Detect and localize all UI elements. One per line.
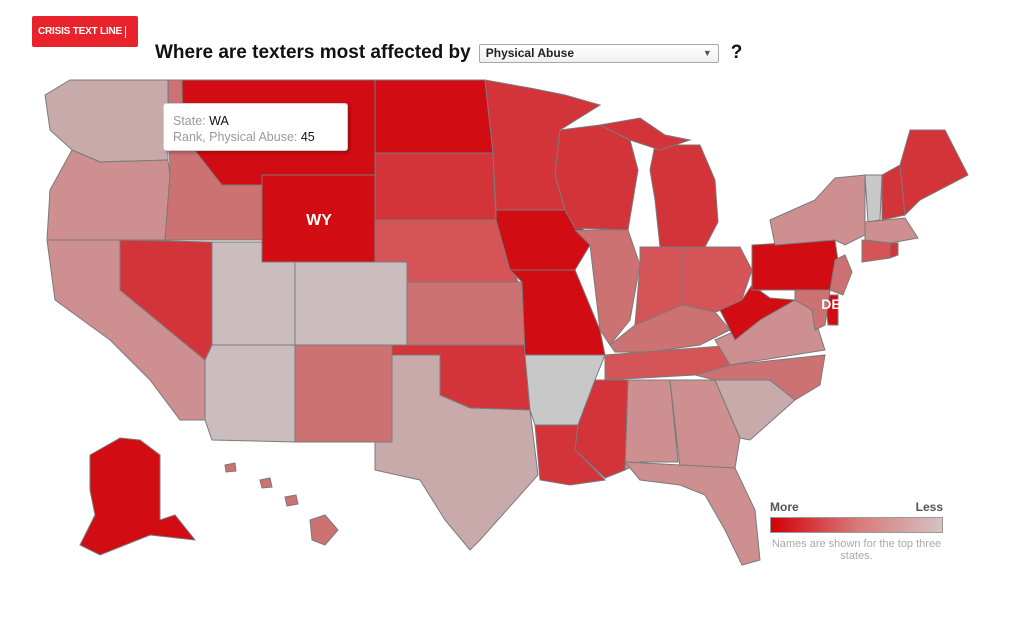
- state-sd[interactable]: [374, 152, 497, 221]
- state-or[interactable]: [46, 149, 171, 241]
- state-md[interactable]: [794, 289, 831, 331]
- tooltip-rank-value: 45: [300, 130, 315, 144]
- state-nm[interactable]: [294, 344, 393, 443]
- state-me[interactable]: [899, 129, 969, 217]
- state-vt[interactable]: [864, 174, 883, 223]
- state-hi-d[interactable]: [284, 494, 299, 507]
- issue-dropdown[interactable]: Physical Abuse ▼: [478, 43, 719, 63]
- state-wv[interactable]: [719, 284, 797, 341]
- state-hi-c[interactable]: [224, 462, 237, 473]
- tooltip-rank-row: Rank, Physical Abuse: 45: [173, 129, 338, 145]
- state-ks[interactable]: [406, 281, 526, 346]
- state-nc[interactable]: [693, 354, 826, 401]
- state-hi-b[interactable]: [259, 477, 273, 489]
- map-legend: More Less Names are shown for the top th…: [770, 500, 943, 562]
- question-mark: ?: [730, 42, 743, 63]
- logo-text: CRISIS TEXT LINE: [38, 26, 123, 37]
- tooltip-rank-label: Rank, Physical Abuse:: [173, 130, 298, 144]
- legend-gradient-bar: [770, 517, 943, 533]
- state-nj[interactable]: [829, 254, 853, 296]
- header-question: Where are texters most affected by Physi…: [155, 42, 742, 64]
- state-co[interactable]: [294, 261, 408, 346]
- crisis-text-line-logo[interactable]: CRISIS TEXT LINE: [32, 16, 138, 47]
- dropdown-selected-value: Physical Abuse: [485, 46, 574, 60]
- state-pa[interactable]: [751, 239, 841, 291]
- tooltip-state-row: State: WA: [173, 113, 338, 129]
- question-text: Where are texters most affected by: [155, 42, 471, 63]
- chevron-down-icon: ▼: [702, 48, 712, 58]
- state-ga[interactable]: [669, 379, 741, 469]
- legend-more-label: More: [770, 500, 799, 514]
- state-mo[interactable]: [508, 269, 606, 356]
- state-al[interactable]: [624, 379, 679, 471]
- state-mi-up[interactable]: [598, 117, 692, 151]
- legend-note: Names are shown for the top three states…: [771, 538, 942, 562]
- state-ak[interactable]: [79, 437, 197, 556]
- state-nd[interactable]: [374, 79, 494, 154]
- state-mi[interactable]: [649, 144, 719, 248]
- state-wa[interactable]: [44, 79, 169, 163]
- state-label-wy: WY: [306, 212, 332, 229]
- tooltip-state-value: WA: [209, 114, 229, 128]
- state-wi[interactable]: [554, 124, 639, 231]
- legend-less-label: Less: [915, 500, 943, 514]
- state-tx[interactable]: [374, 354, 539, 551]
- state-ma[interactable]: [864, 217, 919, 244]
- state-fl[interactable]: [623, 461, 761, 566]
- legend-ends: More Less: [770, 500, 943, 514]
- state-ri[interactable]: [889, 242, 899, 259]
- state-tooltip: State: WA Rank, Physical Abuse: 45: [163, 103, 348, 151]
- state-il[interactable]: [573, 229, 641, 346]
- tooltip-state-label: State:: [173, 114, 206, 128]
- state-ny[interactable]: [769, 174, 866, 246]
- logo-bar: [125, 25, 127, 38]
- state-az[interactable]: [204, 344, 296, 443]
- state-ct[interactable]: [861, 239, 891, 263]
- state-label-de: DE: [821, 296, 840, 312]
- state-hi[interactable]: [309, 514, 339, 546]
